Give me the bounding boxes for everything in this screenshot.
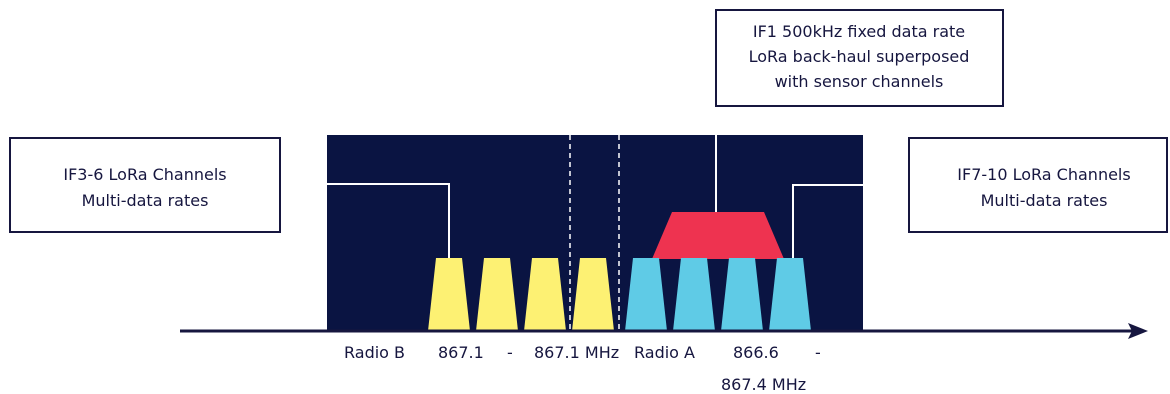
radio-b-channel-1 <box>428 258 470 331</box>
top-callout: IF1 500kHz fixed data rate LoRa back-hau… <box>715 9 1004 107</box>
left-callout-line2: Multi-data rates <box>82 191 209 210</box>
right-callout-line2: Multi-data rates <box>981 191 1108 210</box>
radio-b-high-freq: 867.1 MHz <box>534 343 619 362</box>
radio-a-high-freq: 867.4 MHz <box>721 375 806 394</box>
arrow-right-icon <box>1128 323 1148 339</box>
top-callout-box <box>715 9 1004 107</box>
right-callout-connector <box>792 184 909 258</box>
radio-a-channel-3 <box>721 258 763 331</box>
left-callout-box <box>9 137 281 233</box>
left-callout-line1: IF3-6 LoRa Channels <box>63 165 226 184</box>
radio-b-channel-3 <box>524 258 566 331</box>
radio-b-dash: - <box>507 343 513 362</box>
top-callout-line2: LoRa back-haul superposed <box>749 47 970 66</box>
radio-a-label: Radio A <box>634 343 695 362</box>
top-callout-line3: with sensor channels <box>775 72 944 91</box>
right-callout: IF7-10 LoRa Channels Multi-data rates <box>908 137 1168 233</box>
left-callout-connector <box>280 183 450 258</box>
radio-b-low-freq: 867.1 <box>438 343 484 362</box>
radio-b-channels <box>428 258 614 331</box>
radio-a-low-freq: 866.6 <box>733 343 779 362</box>
radio-a-channel-4 <box>769 258 811 331</box>
radio-a-channel-2 <box>673 258 715 331</box>
left-callout: IF3-6 LoRa Channels Multi-data rates <box>9 137 281 233</box>
radio-a-dash: - <box>815 343 821 362</box>
radio-a-channel-1 <box>625 258 667 331</box>
radio-a-channels <box>625 258 811 331</box>
radio-b-channel-4 <box>572 258 614 331</box>
radio-b-label: Radio B <box>344 343 405 362</box>
radio-b-channel-2 <box>476 258 518 331</box>
top-callout-line1: IF1 500kHz fixed data rate <box>753 22 965 41</box>
right-callout-line1: IF7-10 LoRa Channels <box>957 165 1130 184</box>
backhaul-channel <box>652 212 784 259</box>
right-callout-box <box>908 137 1168 233</box>
